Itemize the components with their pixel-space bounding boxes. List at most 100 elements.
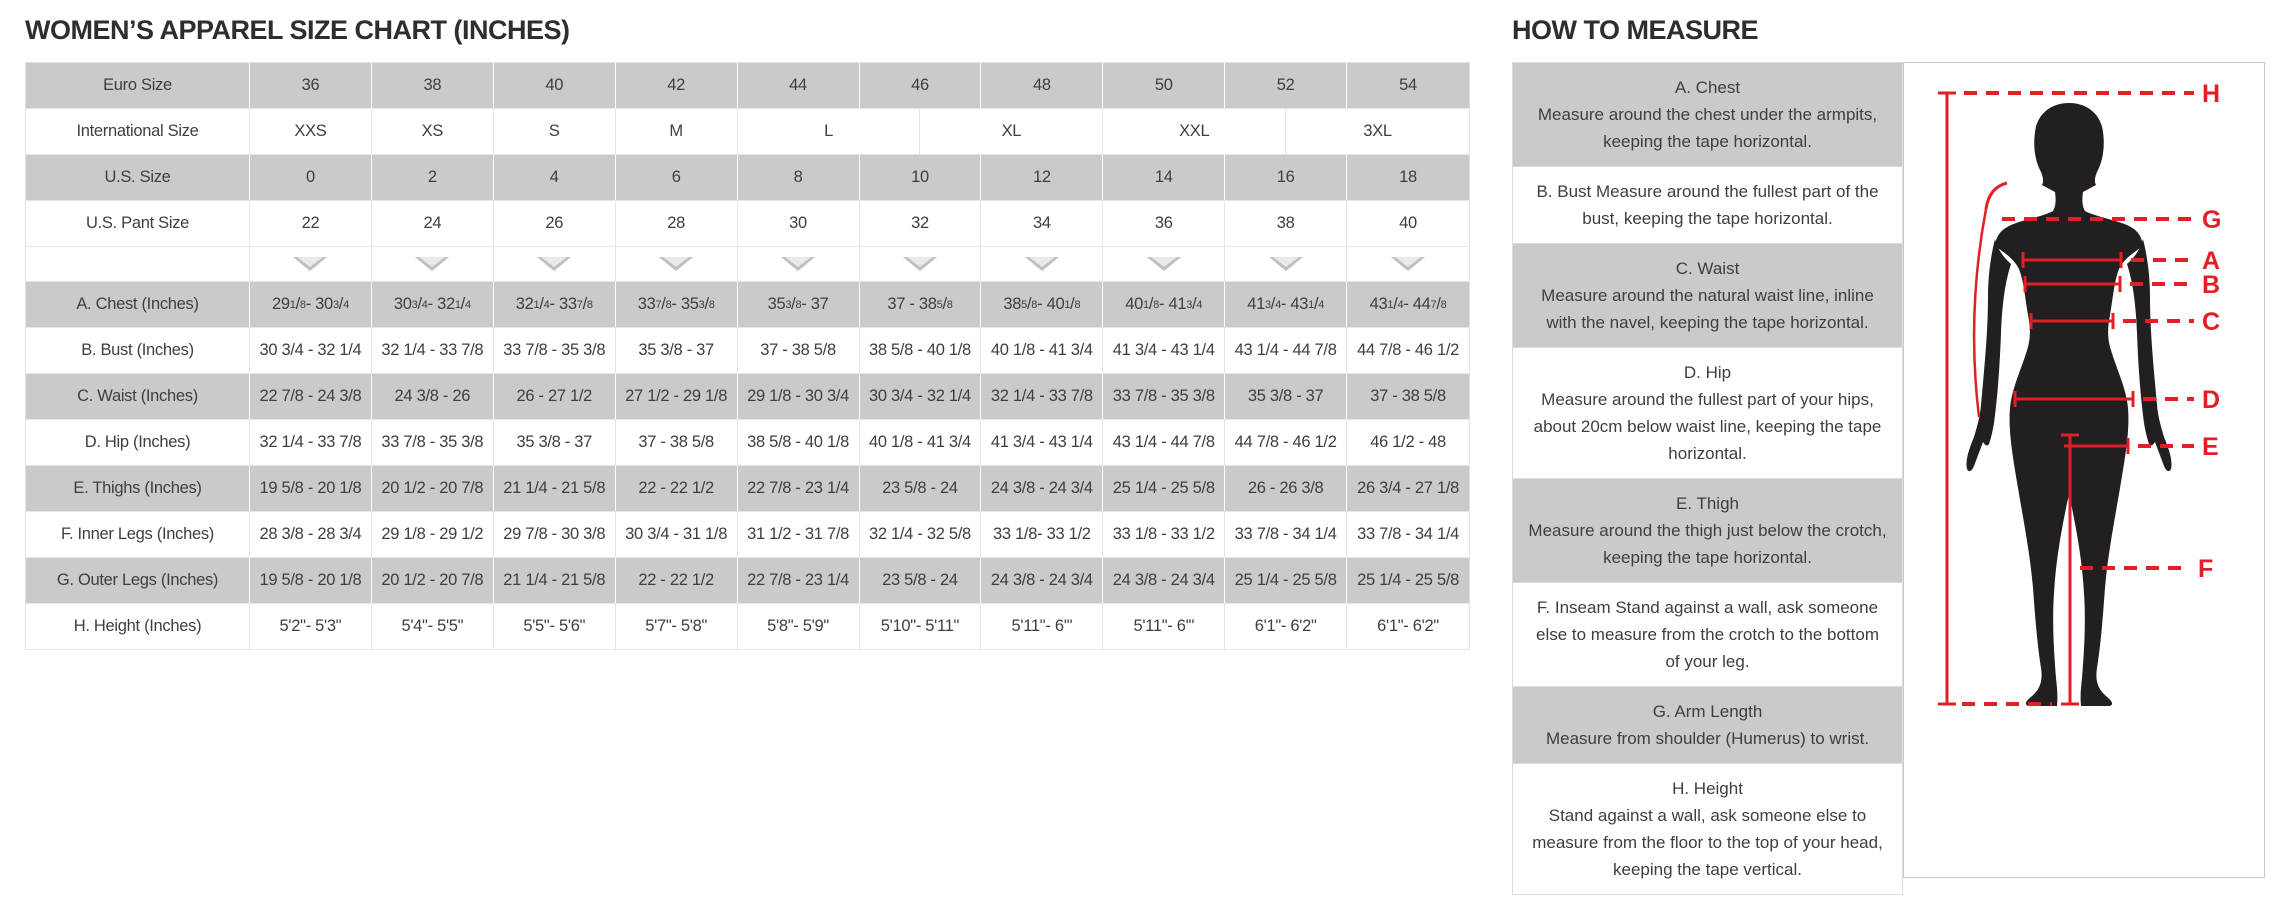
- instruction-text: F. Inseam Stand against a wall, ask some…: [1536, 598, 1879, 671]
- size-value-cell: 35 3/8 - 37: [738, 282, 860, 327]
- size-value-cell: 30 3/4 - 32 1/4: [372, 282, 494, 327]
- row-label: [26, 247, 250, 281]
- international-size-row: International Size XXS XS S M L XL XXL 3XL: [26, 109, 1469, 155]
- size-value-cell: 40 1/8 - 41 3/4: [860, 420, 982, 465]
- size-value-cell: 30 3/4 - 31 1/8: [616, 512, 738, 557]
- size-value-cell: 33 1/8 - 33 1/2: [1103, 512, 1226, 557]
- size-value-cell: 29 1/8 - 30 3/4: [738, 374, 860, 419]
- column-arrow-icon: [1225, 247, 1348, 281]
- size-value-cell: 46: [860, 63, 982, 108]
- size-value-cell: 22 7/8 - 24 3/8: [250, 374, 372, 419]
- size-value-cell: 16: [1225, 155, 1348, 200]
- instruction-heading: E. Thigh: [1675, 494, 1739, 513]
- waist-line: [2029, 313, 2194, 329]
- size-value-cell: 23 5/8 - 24: [860, 466, 982, 511]
- size-value-cell: XXL: [1103, 109, 1287, 154]
- size-value-cell: 37 - 38 5/8: [860, 282, 982, 327]
- figure-label-G: G: [2202, 206, 2221, 234]
- size-value-cell: 30: [738, 201, 860, 246]
- figure-label-E: E: [2202, 433, 2219, 461]
- euro-size-row: Euro Size 36 38 40 42 44 46 48 50 52 54: [26, 63, 1469, 109]
- instruction-text: Measure around the thigh just below the …: [1528, 521, 1887, 567]
- instruction-text: Measure around the natural waist line, i…: [1541, 286, 1874, 332]
- size-value-cell: 21 1/4 - 21 5/8: [494, 466, 616, 511]
- size-value-cell: 33 7/8 - 34 1/4: [1357, 525, 1459, 543]
- size-value-cell: 6'1"- 6'2": [1377, 617, 1439, 635]
- size-value-cell: 31 1/2 - 31 7/8: [738, 512, 860, 557]
- how-to-measure-title: HOW TO MEASURE: [1512, 15, 1759, 45]
- thigh-line: [2064, 438, 2194, 454]
- column-arrow-icon: [860, 247, 982, 281]
- size-value-cell: 2: [372, 155, 494, 200]
- measure-instruction-block: G. Arm Length Measure from shoulder (Hume…: [1513, 687, 1902, 764]
- size-value-cell: 43 1/4 - 44 7/8: [1369, 295, 1447, 313]
- size-value-cell: 21 1/4 - 21 5/8: [494, 558, 616, 603]
- measure-instruction-block: A. Chest Measure around the chest under t…: [1513, 63, 1902, 167]
- instruction-text: B. Bust Measure around the fullest part …: [1536, 182, 1879, 228]
- column-arrow-icon: [981, 247, 1104, 281]
- measure-row: G. Outer Legs (Inches) 19 5/8 - 20 1/8 20 …: [26, 558, 1469, 604]
- instruction-heading: H. Height: [1672, 779, 1743, 798]
- size-value-cell: 22 7/8 - 23 1/4: [738, 466, 860, 511]
- size-value-cell: 14: [1103, 155, 1226, 200]
- size-value-cell: 28: [616, 201, 738, 246]
- size-value-cell: 25 1/4 - 25 5/8: [1103, 466, 1226, 511]
- row-label: F. Inner Legs (Inches): [26, 512, 250, 557]
- us-size-row: U.S. Size 0 2 4 6 8 10 12 14 16 18: [26, 155, 1469, 201]
- size-value-cell: 12: [981, 155, 1104, 200]
- size-value-cell: 19 5/8 - 20 1/8: [250, 466, 372, 511]
- size-value-cell: 36: [1103, 201, 1226, 246]
- size-value-cell: 8: [738, 155, 860, 200]
- column-arrow-icon: [1347, 247, 1469, 281]
- bust-line: [2023, 276, 2194, 292]
- size-value-cell: 36: [250, 63, 372, 108]
- size-value-cell: 41 3/4 - 43 1/4: [1103, 328, 1226, 373]
- size-value-cell: 22 - 22 1/2: [616, 558, 738, 603]
- size-value-cell: 27 1/2 - 29 1/8: [616, 374, 738, 419]
- row-label: E. Thighs (Inches): [26, 466, 250, 511]
- size-value-cell: 3XL: [1363, 122, 1392, 140]
- figure-label-A: A: [2202, 247, 2220, 275]
- size-value-cell: 6: [616, 155, 738, 200]
- size-value-cell: 33 7/8 - 35 3/8: [494, 328, 616, 373]
- column-arrow-icon: [494, 247, 616, 281]
- size-value-cell: 22 - 22 1/2: [616, 466, 738, 511]
- size-value-cell: 37 - 38 5/8: [616, 420, 738, 465]
- size-value-cell: 38 5/8 - 40 1/8: [860, 328, 982, 373]
- inseam-line: [2061, 433, 2079, 706]
- column-arrow-row: [26, 247, 1469, 282]
- size-value-cell: 32: [860, 201, 982, 246]
- figure-label-H: H: [2202, 80, 2220, 108]
- measure-row: C. Waist (Inches) 22 7/8 - 24 3/8 24 3/8 -…: [26, 374, 1469, 420]
- size-value-cell: 25 1/4 - 25 5/8: [1225, 558, 1348, 603]
- size-value-cell: 40: [494, 63, 616, 108]
- size-value-cell: 40 1/8 - 41 3/4: [981, 328, 1104, 373]
- size-value-cell: 22 7/8 - 23 1/4: [738, 558, 860, 603]
- size-value-cell: 41 3/4 - 43 1/4: [1225, 282, 1348, 327]
- size-value-cell: 6'1"- 6'2": [1225, 604, 1348, 649]
- size-value-cell: 33 7/8 - 35 3/8: [1103, 374, 1226, 419]
- figure-label-D: D: [2202, 386, 2220, 414]
- column-arrow-icon: [1103, 247, 1226, 281]
- instruction-text: Measure from shoulder (Humerus) to wrist…: [1545, 729, 1870, 748]
- instruction-heading: D. Hip: [1683, 363, 1732, 382]
- size-value-cell: 40 1/8 - 41 3/4: [1103, 282, 1226, 327]
- size-value-cell: 0: [250, 155, 372, 200]
- measure-instruction-block: C. Waist Measure around the natural waist…: [1513, 244, 1902, 348]
- hip-line: [2013, 391, 2194, 407]
- size-value-cell: 5'11"- 6'": [1103, 604, 1226, 649]
- size-value-cell: XS: [372, 109, 494, 154]
- instruction-heading: G. Arm Length: [1652, 702, 1763, 721]
- size-value-cell: 32 1/4 - 32 5/8: [860, 512, 982, 557]
- row-label: International Size: [26, 109, 250, 154]
- woman-silhouette: [1966, 103, 2172, 706]
- size-value-cell: 38: [372, 63, 494, 108]
- size-value-cell: 37 - 38 5/8: [738, 328, 860, 373]
- row-label: C. Waist (Inches): [26, 374, 250, 419]
- row-label: A. Chest (Inches): [26, 282, 250, 327]
- size-value-cell: 30 3/4 - 32 1/4: [250, 328, 372, 373]
- size-value-cell: 5'10"- 5'11": [860, 604, 982, 649]
- size-value-cell: 32 1/4 - 33 7/8: [494, 282, 616, 327]
- measure-instruction-block: H. Height Stand against a wall, ask someo…: [1513, 764, 1902, 894]
- size-value-cell: 43 1/4 - 44 7/8: [1225, 328, 1348, 373]
